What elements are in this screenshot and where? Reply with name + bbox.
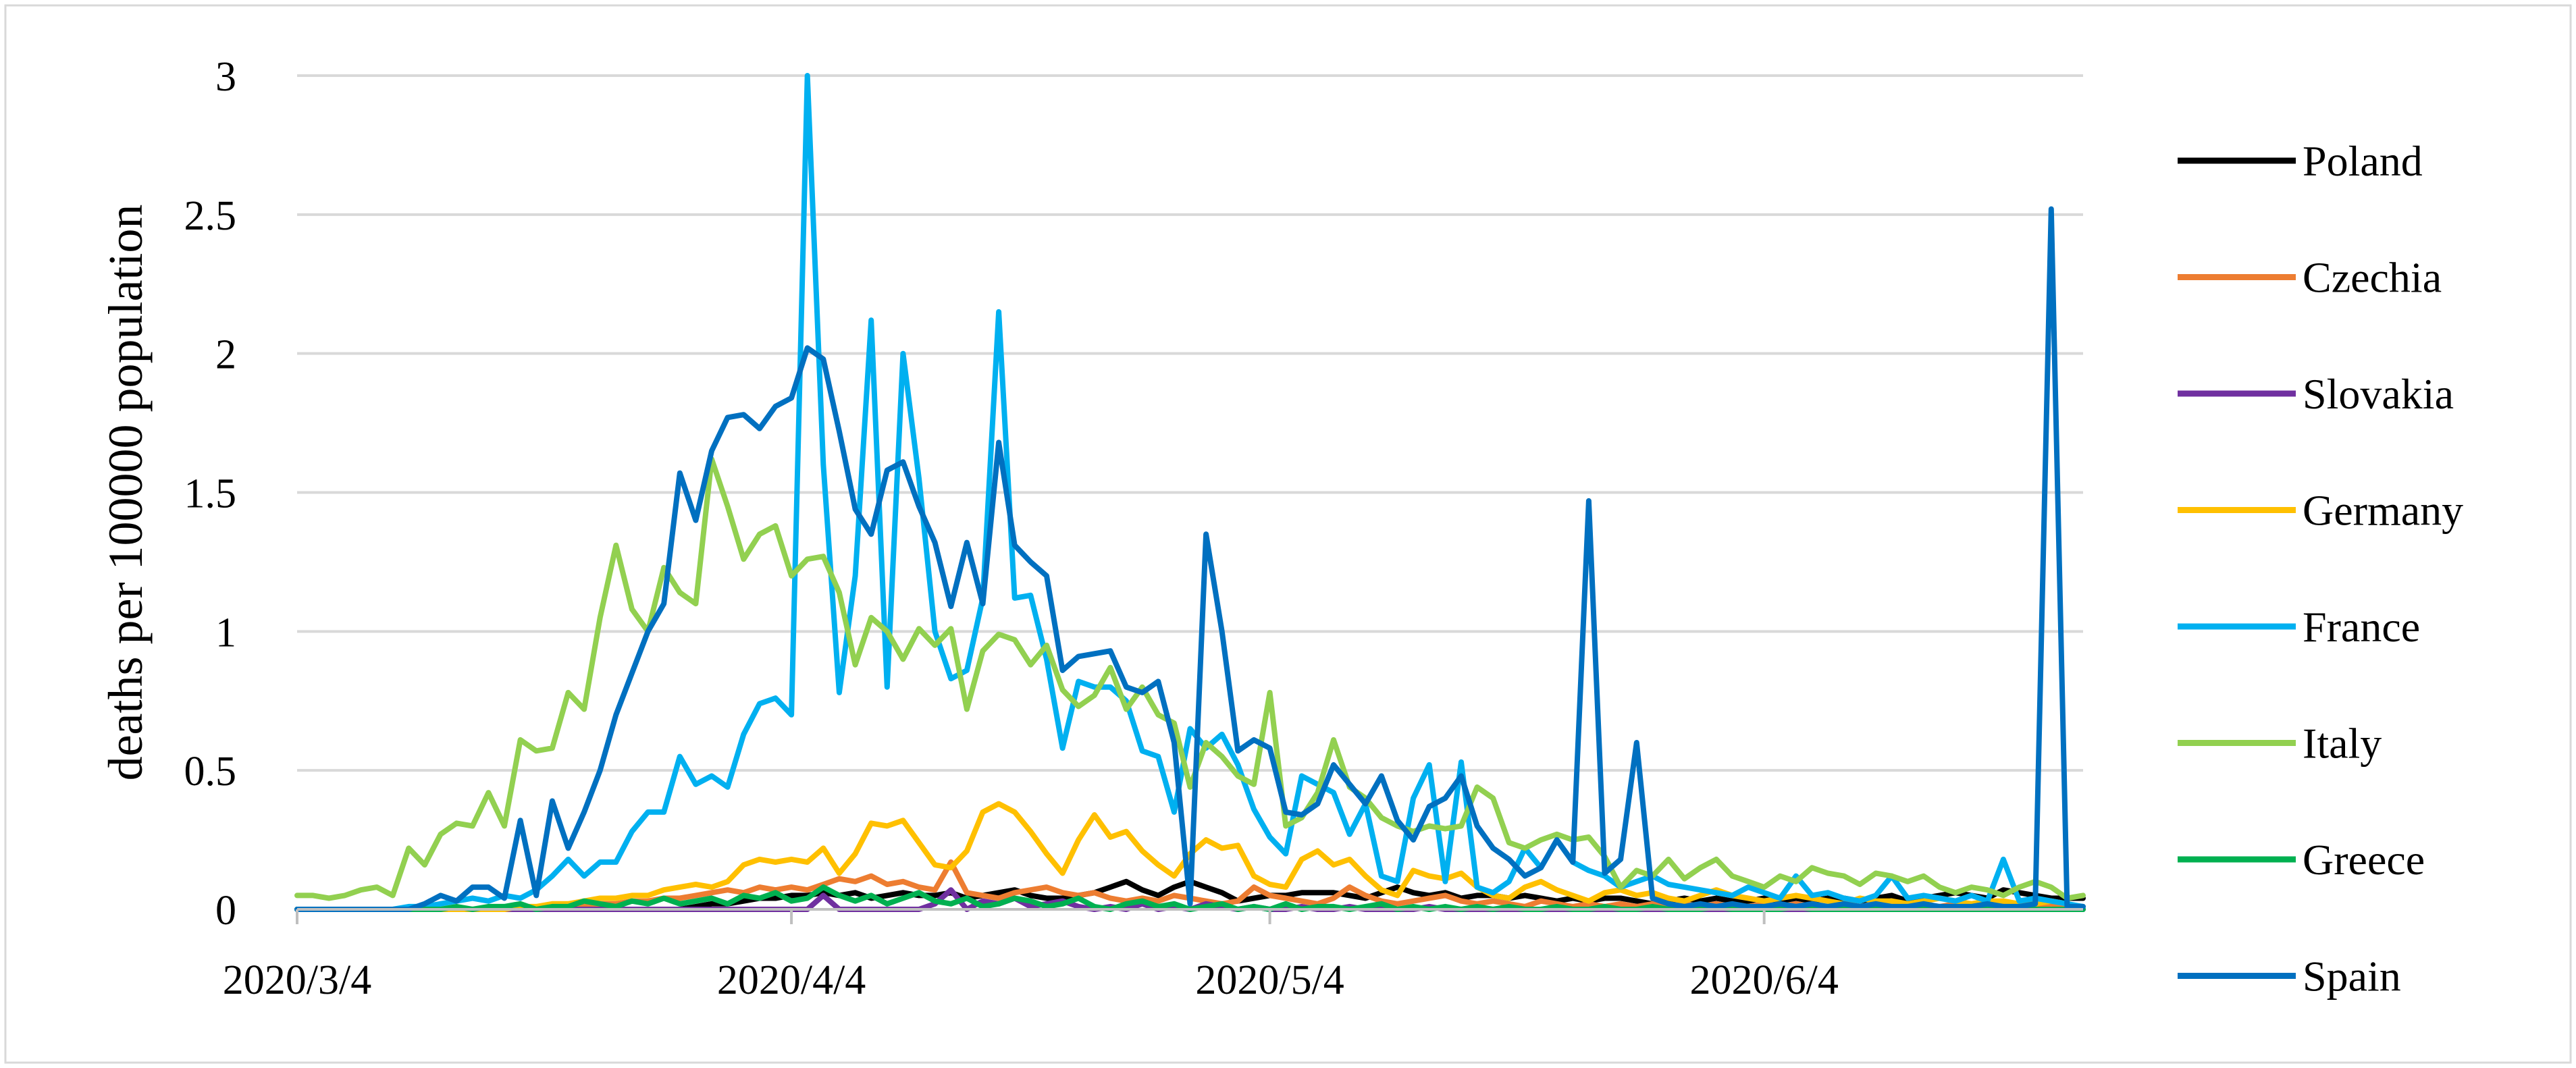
gridlines [297, 74, 2083, 772]
x-tick-label: 2020/4/4 [717, 957, 866, 1003]
legend-label-spain: Spain [2303, 953, 2401, 1000]
y-tick-labels: 0 0.5 1 1.5 2 2.5 3 [184, 54, 237, 934]
legend: Poland Czechia Slovakia Germany France Italy G… [2178, 137, 2463, 1000]
y-tick-label: 1.5 [184, 471, 237, 517]
y-tick-label: 1 [215, 610, 236, 656]
y-tick-label: 3 [215, 54, 236, 100]
y-tick-label: 0 [215, 888, 236, 934]
legend-label-poland: Poland [2303, 137, 2423, 185]
legend-label-italy: Italy [2303, 720, 2382, 768]
y-axis-label: deaths per 100000 population [99, 205, 153, 781]
x-tick-label: 2020/3/4 [223, 957, 371, 1003]
y-tick-label: 0.5 [184, 749, 237, 795]
series-line-italy [294, 456, 2086, 901]
x-tick-labels: 2020/3/4 2020/4/4 2020/5/4 2020/6/4 [223, 909, 1839, 1003]
y-tick-label: 2.5 [184, 193, 237, 239]
legend-label-czechia: Czechia [2303, 254, 2442, 302]
x-tick-label: 2020/5/4 [1195, 957, 1344, 1003]
legend-label-greece: Greece [2303, 836, 2425, 884]
y-tick-label: 2 [215, 332, 236, 378]
series-line-germany [294, 801, 2070, 912]
x-tick-label: 2020/6/4 [1689, 957, 1838, 1003]
series-line-france [294, 73, 2086, 912]
legend-label-germany: Germany [2303, 487, 2463, 535]
legend-label-slovakia: Slovakia [2303, 370, 2454, 418]
series-line-spain [294, 206, 2086, 912]
legend-label-france: France [2303, 603, 2420, 651]
chart-frame [4, 4, 2572, 1064]
